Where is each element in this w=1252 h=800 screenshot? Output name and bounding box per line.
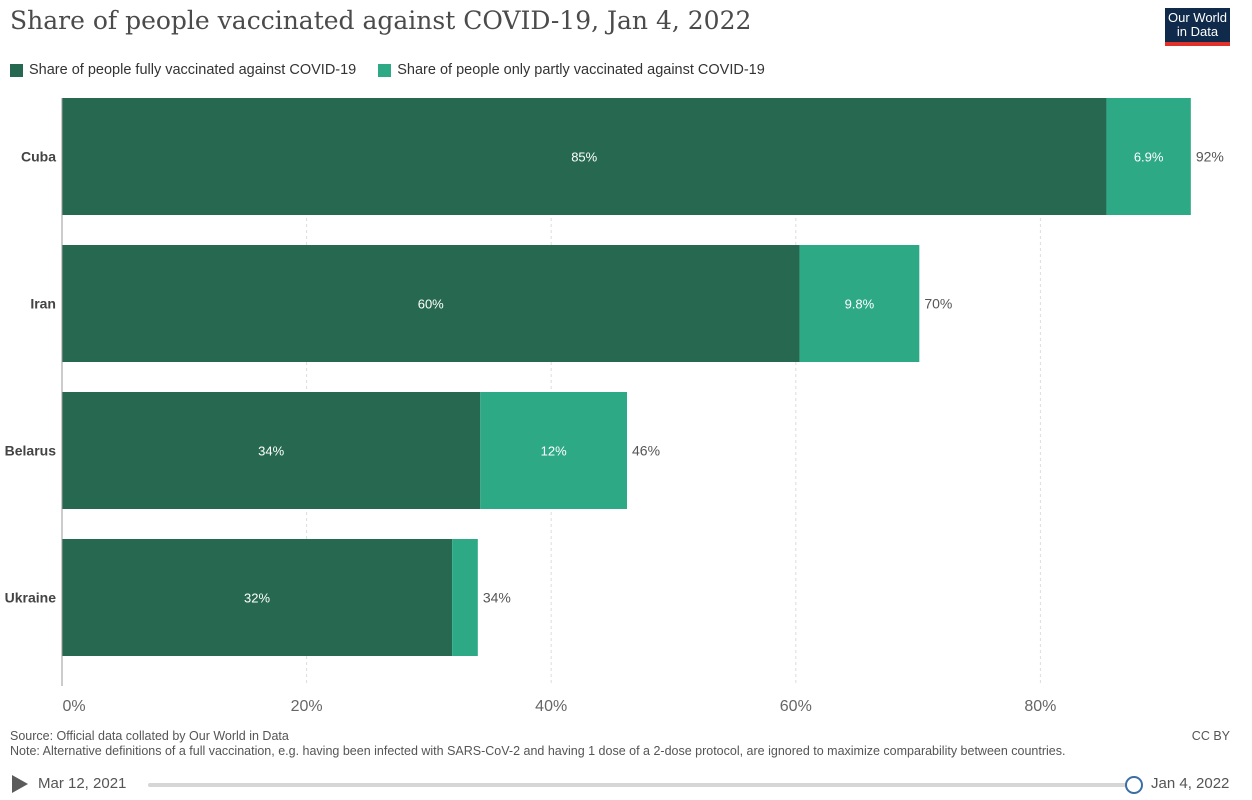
total-label-belarus: 46% <box>632 443 660 459</box>
bar-belarus-partial <box>480 392 628 509</box>
legend-label-full: Share of people fully vaccinated against… <box>29 62 357 78</box>
data-label-iran-partial: 9.8% <box>845 297 875 312</box>
x-tick-label-60: 60% <box>780 698 812 715</box>
owid-logo[interactable]: Our World in Data <box>1165 8 1230 46</box>
legend: Share of people fully vaccinated against… <box>10 62 787 78</box>
bar-chart: 85% 6.9% 92% Cuba 60% 9.8% 70% Iran 34% 12% 46% Bel… <box>5 98 1224 715</box>
x-tick-label-80: 80% <box>1024 698 1056 715</box>
bar-ukraine-partial <box>452 539 478 656</box>
timeline-handle[interactable] <box>1125 776 1143 794</box>
data-label-ukraine-full: 32% <box>244 591 270 606</box>
timeline-track[interactable] <box>148 783 1132 787</box>
x-tick-label-0: 0% <box>62 698 85 715</box>
legend-label-partial: Share of people only partly vaccinated a… <box>397 62 765 78</box>
legend-swatch-full <box>10 63 23 77</box>
logo-line-1: Our World <box>1168 10 1227 25</box>
category-label-belarus: Belarus <box>5 443 57 459</box>
legend-item-full[interactable]: Share of people fully vaccinated against… <box>10 62 356 78</box>
total-label-cuba: 92% <box>1196 149 1224 165</box>
data-label-cuba-full: 85% <box>571 150 597 165</box>
timeline: Mar 12, 2021 Jan 4, 2022 <box>0 770 1252 800</box>
category-label-cuba: Cuba <box>21 149 56 165</box>
bar-ukraine-full <box>62 539 453 656</box>
license-link[interactable]: CC BY <box>1191 729 1230 743</box>
bar-cuba-full <box>62 98 1107 215</box>
x-tick-label-40: 40% <box>535 698 567 715</box>
play-icon[interactable] <box>12 775 28 793</box>
category-label-ukraine: Ukraine <box>5 590 57 606</box>
data-label-belarus-partial: 12% <box>541 444 567 459</box>
data-label-cuba-partial: 6.9% <box>1134 150 1164 165</box>
bar-iran-full <box>62 245 800 362</box>
category-label-iran: Iran <box>30 296 56 312</box>
legend-item-partial[interactable]: Share of people only partly vaccinated a… <box>378 62 765 78</box>
total-label-ukraine: 34% <box>483 590 511 606</box>
timeline-start-date[interactable]: Mar 12, 2021 <box>38 775 127 792</box>
legend-swatch-partial <box>378 63 392 77</box>
x-tick-label-20: 20% <box>291 698 323 715</box>
note-text: Note: Alternative definitions of a full … <box>10 744 1066 758</box>
bar-cuba-partial <box>1106 98 1191 215</box>
timeline-end-date[interactable]: Jan 4, 2022 <box>1151 775 1230 792</box>
bar-belarus-full <box>62 392 481 509</box>
data-label-belarus-full: 34% <box>258 444 284 459</box>
data-label-iran-full: 60% <box>418 297 444 312</box>
total-label-iran: 70% <box>924 296 952 312</box>
chart-title: Share of people vaccinated against COVID… <box>10 6 752 35</box>
footer: Source: Official data collated by Our Wo… <box>10 729 1065 759</box>
bar-iran-partial <box>799 245 920 362</box>
logo-line-2: in Data <box>1176 24 1219 39</box>
source-text: Source: Official data collated by Our Wo… <box>10 729 289 743</box>
